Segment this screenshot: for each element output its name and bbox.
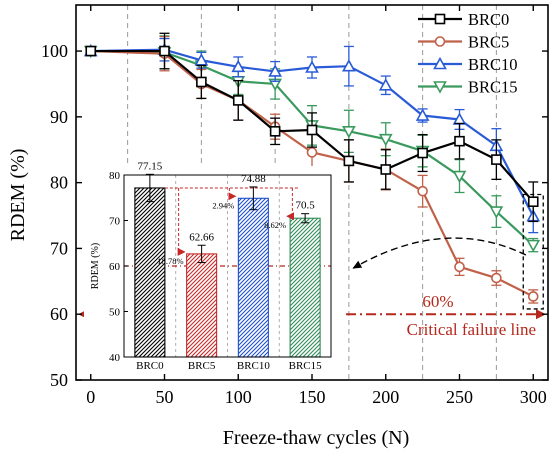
inset-drop-arrow	[177, 187, 186, 256]
data-point-brc0	[454, 135, 465, 147]
data-point-brc10	[305, 60, 319, 73]
data-point-brc15	[452, 170, 467, 184]
main-series-layer	[83, 32, 541, 304]
data-point-brc5	[306, 147, 318, 158]
inset-bar-rect-brc5	[186, 253, 218, 358]
data-point-brc15	[342, 126, 356, 139]
data-point-brc0	[196, 76, 207, 88]
data-point-brc0	[269, 126, 281, 137]
legend-label-brc5: BRC5	[468, 33, 509, 52]
y-tick-label: 70	[50, 238, 68, 258]
inset-drop-label: 8.62%	[264, 220, 286, 230]
data-point-brc0	[491, 154, 502, 165]
series-brc0	[85, 32, 539, 223]
critical-line-arrow-right	[536, 309, 546, 320]
y-tick-label: 100	[41, 41, 68, 61]
series-line-brc0	[90, 49, 535, 203]
data-point-brc5	[417, 185, 428, 197]
critical-value-label: 60%	[422, 292, 453, 311]
data-point-brc10	[415, 108, 430, 121]
zoom-region-box	[522, 193, 544, 310]
inset-bar-brc15: 70.5	[289, 200, 321, 358]
critical-failure-line-label: Critical failure line	[407, 320, 536, 339]
inset-comparison-arrows: 18.78% 2.94% 8.62%	[157, 187, 299, 266]
inset-value-label-brc15: 70.5	[296, 200, 316, 212]
data-point-brc10	[378, 78, 393, 91]
data-point-brc10	[268, 64, 282, 77]
data-point-brc5	[491, 272, 502, 284]
x-tick-label: 50	[156, 387, 174, 407]
data-point-brc0	[232, 95, 244, 106]
data-point-brc10	[231, 59, 246, 73]
legend-item-brc5: BRC5	[418, 33, 509, 52]
legend-marker-brc5	[434, 36, 446, 47]
zoom-arrow	[352, 237, 527, 269]
legend-item-brc10: BRC10	[418, 55, 518, 74]
legend-marker-brc15	[433, 81, 447, 94]
data-point-brc5	[454, 261, 465, 273]
data-point-brc15	[526, 239, 541, 253]
data-point-brc0	[85, 45, 97, 57]
data-point-brc0	[527, 196, 539, 208]
data-point-brc0	[306, 124, 318, 136]
y-tick-label: 60	[50, 304, 68, 324]
x-axis-label: Freeze-thaw cycles (N)	[223, 427, 410, 449]
y-tick-label: 80	[50, 173, 68, 193]
inset-y-tick-label: 60	[109, 261, 121, 273]
inset-value-label-brc10: 74.88	[241, 173, 266, 185]
legend-marker-brc0	[434, 13, 446, 25]
inset-bar-chart: 77.15 62.66 74.88 70.5 18.78% 2.94% 8.62% 40 50 6…	[84, 160, 343, 380]
inset-bar-rect-brc15	[289, 217, 321, 358]
y-axis-label: RDEM (%)	[7, 149, 29, 242]
inset-bar-rect-brc0	[134, 187, 166, 358]
data-point-brc0	[417, 147, 428, 159]
data-point-brc0	[380, 164, 392, 175]
data-point-brc10	[194, 53, 209, 66]
x-tick-label: 100	[225, 387, 252, 407]
legend-label-brc15: BRC15	[468, 78, 518, 97]
x-tick-label: 0	[86, 387, 95, 407]
inset-value-label-brc5: 62.66	[189, 231, 214, 243]
x-tick-label: 250	[446, 387, 473, 407]
annotations-layer	[352, 193, 544, 310]
legend-marker-brc10	[433, 56, 447, 70]
inset-y-axis-label: RDEM (%)	[90, 243, 101, 289]
inset-y-tick-label: 80	[109, 170, 121, 182]
x-tick-label: 200	[372, 387, 399, 407]
inset-y-tick-label: 50	[109, 307, 121, 319]
data-point-brc10	[342, 59, 356, 72]
data-point-brc0	[159, 45, 170, 57]
x-tick-label: 300	[520, 387, 547, 407]
inset-x-tick-label: BRC0	[136, 360, 164, 372]
data-point-brc5	[527, 291, 539, 302]
legend-label-brc0: BRC0	[468, 10, 509, 29]
inset-x-tick-label: BRC15	[289, 360, 323, 372]
inset-drop-label: 2.94%	[212, 200, 234, 210]
inset-drop-arrow	[286, 187, 295, 221]
legend-item-brc0: BRC0	[418, 10, 509, 29]
legend-item-brc15: BRC15	[418, 78, 518, 97]
y-tick-label: 50	[50, 370, 68, 390]
x-tick-label: 150	[299, 387, 326, 407]
inset-bar-rect-brc10	[237, 197, 269, 358]
inset-x-tick-label: BRC10	[237, 360, 271, 372]
inset-bar-brc10: 74.88	[237, 173, 269, 358]
legend: BRC0 BRC5 BRC10 BRC15	[418, 10, 518, 97]
main-axes: 0 50 100 150 200 250 300 50 60 70 80 90 100	[41, 4, 549, 407]
legend-label-brc10: BRC10	[468, 55, 518, 74]
inset-y-tick-label: 40	[109, 352, 121, 364]
data-point-brc15	[378, 133, 393, 147]
y-tick-label: 90	[50, 107, 68, 127]
inset-y-tick-label: 70	[109, 216, 121, 228]
inset-value-label-brc0: 77.15	[138, 160, 163, 172]
inset-drop-label: 18.78%	[157, 256, 183, 266]
data-point-brc15	[489, 206, 504, 219]
inset-x-tick-label: BRC5	[188, 360, 216, 372]
series-line-brc15	[90, 49, 534, 246]
inset-drop-arrow	[228, 187, 237, 201]
data-point-brc0	[343, 155, 355, 167]
series-line-brc5	[90, 49, 534, 298]
